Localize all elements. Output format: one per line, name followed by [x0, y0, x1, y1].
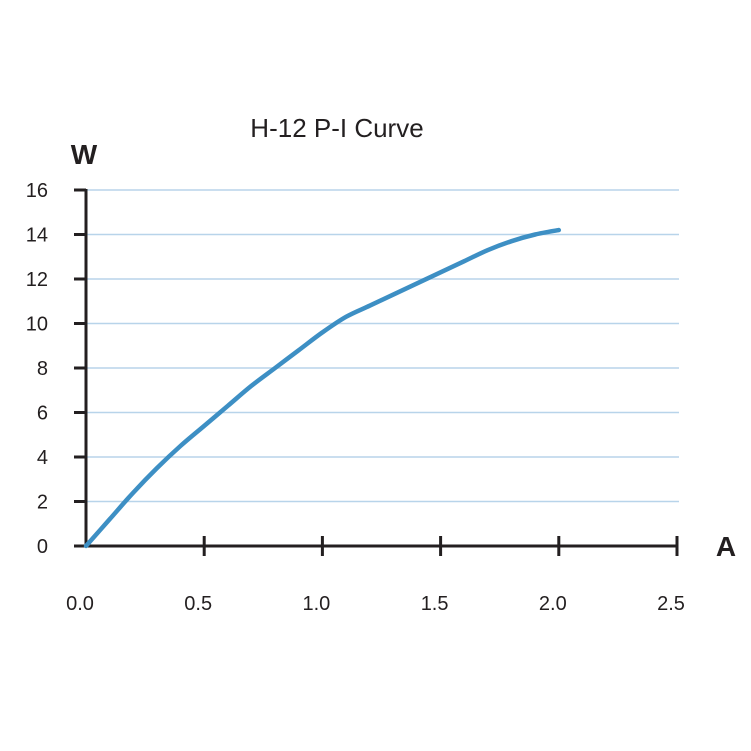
x-tick-label: 2.5 — [657, 593, 685, 615]
grid-lines — [86, 189, 679, 503]
tick-labels: 0 2 4 6 8 10 12 14 16 0.0 0.5 1.0 1.5 2.0 2.5 — [26, 180, 685, 615]
x-tick-label: 0.5 — [184, 593, 212, 615]
series-line-0 — [83, 227, 562, 549]
chart-title: H-12 P-I Curve — [250, 113, 423, 143]
y-tick-label: 0 — [37, 536, 48, 558]
y-tick-label: 4 — [37, 447, 48, 469]
series-layer — [83, 227, 562, 549]
x-axis-label: A — [716, 531, 736, 562]
y-tick-label: 16 — [26, 180, 48, 202]
y-tick-label: 10 — [26, 314, 48, 336]
y-tick-label: 12 — [26, 269, 48, 291]
y-tick-label: 14 — [26, 225, 48, 247]
x-tick-label: 1.5 — [421, 593, 449, 615]
y-tick-label: 2 — [37, 492, 48, 514]
x-tick-label: 0.0 — [66, 593, 94, 615]
x-tick-label: 2.0 — [539, 593, 567, 615]
axes — [74, 188, 679, 556]
y-tick-label: 8 — [37, 358, 48, 380]
x-tick-label: 1.0 — [302, 593, 330, 615]
y-tick-label: 6 — [37, 403, 48, 425]
y-axis-label: W — [71, 139, 98, 170]
